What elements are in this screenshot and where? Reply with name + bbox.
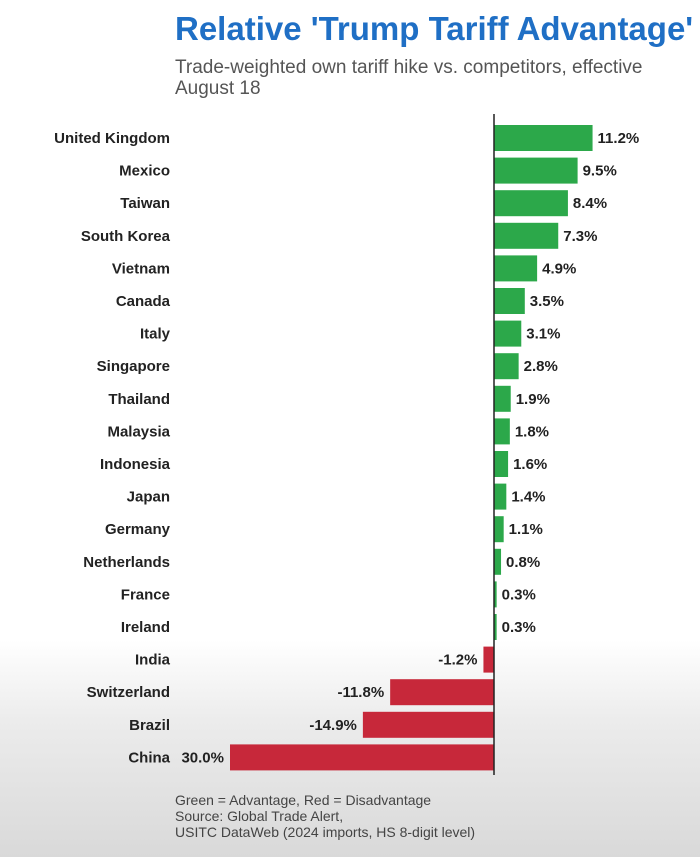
value-label: 0.8% <box>506 554 540 571</box>
value-label: -1.2% <box>438 652 477 669</box>
value-label: 1.8% <box>515 423 549 440</box>
bar-vietnam <box>494 255 538 282</box>
bar-china <box>230 744 494 771</box>
category-label: Brazil <box>129 717 170 734</box>
value-label: 30.0% <box>181 749 224 766</box>
category-label: Italy <box>140 326 171 343</box>
category-label: India <box>135 652 171 669</box>
bar-united-kingdom <box>494 125 593 151</box>
category-label: Vietnam <box>112 260 170 277</box>
category-label: Malaysia <box>107 423 170 440</box>
bar-south-korea <box>494 222 559 249</box>
bar-netherlands <box>494 548 502 575</box>
bar-ireland <box>494 614 497 640</box>
bar-thailand <box>494 385 511 412</box>
bar-india <box>483 646 494 673</box>
bar-singapore <box>494 353 519 380</box>
category-label: United Kingdom <box>54 130 170 147</box>
value-label: 3.1% <box>526 326 560 343</box>
value-label: -11.8% <box>337 684 384 701</box>
category-label: Switzerland <box>87 684 170 701</box>
value-label: 1.1% <box>509 521 543 538</box>
category-label: Canada <box>116 293 171 310</box>
bar-switzerland <box>390 679 494 706</box>
bar-france <box>494 581 497 608</box>
bar-canada <box>494 288 525 314</box>
value-label: -14.9% <box>309 717 357 734</box>
chart-subtitle: Trade-weighted own tariff hike vs. compe… <box>175 57 643 99</box>
category-label: Germany <box>105 521 171 538</box>
bar-germany <box>494 516 504 543</box>
category-label: France <box>121 586 170 603</box>
category-label: South Korea <box>81 228 171 245</box>
bar-brazil <box>362 711 494 738</box>
bar-japan <box>494 483 507 510</box>
value-label: 3.5% <box>530 293 564 310</box>
value-label: 11.2% <box>598 130 640 147</box>
category-label: Taiwan <box>120 195 170 212</box>
category-label: Singapore <box>97 358 170 375</box>
value-label: 8.4% <box>573 195 607 212</box>
bar-italy <box>494 320 522 347</box>
bar-taiwan <box>494 190 568 217</box>
value-label: 4.9% <box>542 260 576 277</box>
value-label: 1.4% <box>511 489 545 506</box>
category-label: Indonesia <box>100 456 171 473</box>
bar-indonesia <box>494 451 509 477</box>
value-label: 0.3% <box>502 586 536 603</box>
bar-mexico <box>494 157 578 184</box>
value-label: 0.3% <box>502 619 536 636</box>
legend-note: Green = Advantage, Red = Disadvantage <box>175 792 432 808</box>
category-label: Thailand <box>108 391 170 408</box>
value-label: 7.3% <box>563 228 597 245</box>
source-line-2: USITC DataWeb (2024 imports, HS 8-digit … <box>175 824 476 840</box>
category-label: China <box>128 749 170 766</box>
category-label: Mexico <box>119 163 170 180</box>
category-label: Ireland <box>121 619 170 636</box>
chart-footer: Green = Advantage, Red = Disadvantage So… <box>175 792 475 840</box>
chart-title: Relative 'Trump Tariff Advantage' <box>175 10 694 47</box>
value-label: 9.5% <box>583 163 617 180</box>
category-label: Japan <box>127 489 170 506</box>
value-label: 2.8% <box>524 358 558 375</box>
source-line-1: Source: Global Trade Alert, <box>175 808 344 824</box>
category-label: Netherlands <box>83 554 170 571</box>
value-label: 1.6% <box>513 456 547 473</box>
bar-malaysia <box>494 418 510 445</box>
value-label: 1.9% <box>516 391 550 408</box>
bar-chart: United Kingdom 11.2% Mexico 9.5% Taiwan 8.4% S… <box>54 114 640 775</box>
